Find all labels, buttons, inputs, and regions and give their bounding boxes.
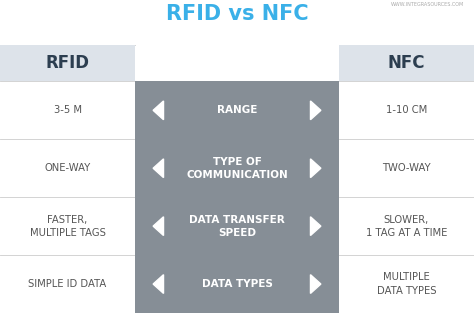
Text: DATA TYPES: DATA TYPES [201,279,273,289]
Text: FASTER,
MULTIPLE TAGS: FASTER, MULTIPLE TAGS [29,214,106,238]
Text: ONE-WAY: ONE-WAY [45,163,91,173]
Text: TWO-WAY: TWO-WAY [382,163,431,173]
Polygon shape [153,159,164,178]
Bar [135,255,339,313]
Text: TYPE OF
COMMUNICATION: TYPE OF COMMUNICATION [186,156,288,180]
Polygon shape [310,101,321,120]
Text: RFID vs NFC: RFID vs NFC [166,4,308,24]
Text: MULTIPLE
DATA TYPES: MULTIPLE DATA TYPES [377,272,436,296]
Text: WWW.INTEGRASOURCES.COM: WWW.INTEGRASOURCES.COM [391,2,465,7]
Polygon shape [310,275,321,294]
Text: 1-10 CM: 1-10 CM [386,105,427,115]
Bar [0,45,135,81]
Bar [135,81,339,139]
Text: NFC: NFC [388,54,425,72]
Bar [339,45,474,81]
Polygon shape [153,217,164,236]
Polygon shape [153,275,164,294]
Bar [135,197,339,255]
Text: SIMPLE ID DATA: SIMPLE ID DATA [28,279,107,289]
Text: 3-5 M: 3-5 M [54,105,82,115]
Polygon shape [310,217,321,236]
Text: DATA TRANSFER
SPEED: DATA TRANSFER SPEED [189,214,285,238]
Text: SLOWER,
1 TAG AT A TIME: SLOWER, 1 TAG AT A TIME [366,214,447,238]
Text: RANGE: RANGE [217,105,257,115]
Polygon shape [153,101,164,120]
Text: RFID: RFID [46,54,90,72]
Bar [135,139,339,197]
Polygon shape [310,159,321,178]
